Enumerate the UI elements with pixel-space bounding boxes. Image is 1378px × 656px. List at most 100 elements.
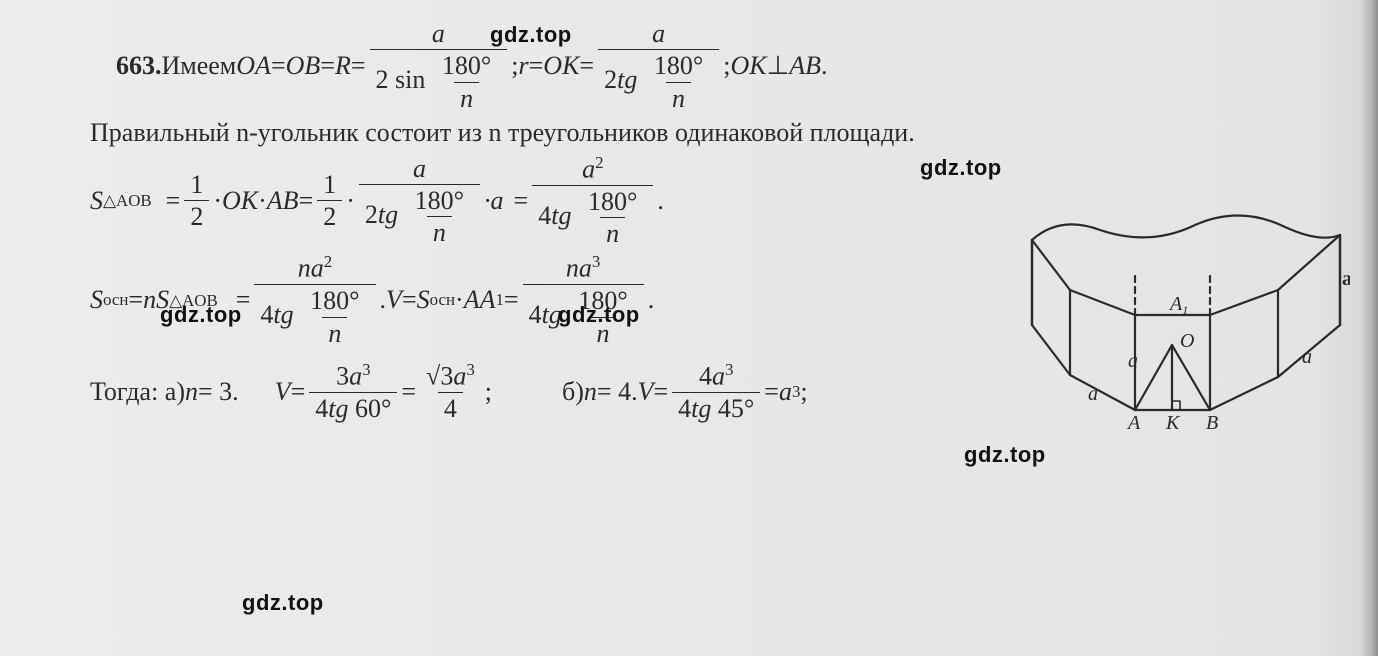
frac-num: 180° [304,287,365,316]
frac-den: 4tg 180° n [532,185,653,248]
tg: tg [617,65,644,94]
sub-osn: осн [103,290,128,310]
sup: 3 [792,382,800,402]
text: 4 [260,300,273,329]
fraction: 4a3 4tg 45° [672,361,760,422]
var-V: V [275,377,291,407]
frac-den: n [322,317,347,347]
text: 4 [529,300,542,329]
op-eq: = [653,377,668,407]
watermark: gdz.top [242,590,324,616]
inner-fraction: 180° n [582,188,643,248]
dot: · [346,186,355,216]
frac-den: n [454,82,479,112]
inner-fraction: 180° n [648,52,709,112]
label-a-far: a [1342,268,1350,290]
text: 2 sin [376,65,432,94]
frac-num: 4a3 [693,361,739,392]
period: . [821,51,828,81]
var-S: S [90,285,103,315]
op-eq: = [271,51,286,81]
frac-den: 2 sin 180° n [370,49,508,112]
var-a: a [579,254,592,283]
var-a: a [453,362,466,391]
text: 4 [538,201,551,230]
var-n: n [143,285,156,315]
text: Имеем [162,51,237,81]
angle: 45° [718,394,754,423]
var-n: n [566,254,579,283]
text-togda-a: Тогда: а) [90,377,185,407]
var-a: a [712,362,725,391]
frac-num: 180° [582,188,643,217]
tg: tg [551,201,578,230]
frac-num: 180° [436,52,497,81]
dot: · [455,285,464,315]
text: 4 [315,394,328,423]
sep: ; [723,51,730,81]
fraction: a 2tg 180° n [359,155,480,247]
perp-icon: ⊥ [767,51,790,81]
period: . [657,186,664,216]
coef: 4 [699,362,712,391]
op-eq: = [128,285,143,315]
frac-num: na2 [292,253,338,284]
inner-fraction: 180° n [304,287,365,347]
page-edge-shadow [1360,0,1378,656]
sep: ; [511,51,518,81]
prism-diagram: A K B O A1 a a a a [1020,185,1350,435]
fraction: √3a3 4 [420,361,481,422]
sup: 2 [595,153,603,172]
var-R: R [335,51,351,81]
sub-1: 1 [495,290,503,310]
problem-number: 663. [116,51,162,81]
var-V: V [386,285,402,315]
label-K: K [1165,412,1181,434]
op-eq: = [351,51,366,81]
frac-den: n [427,216,452,246]
period: . [648,285,655,315]
op-eq: = [402,285,417,315]
eq-4: = 4. [597,377,638,407]
watermark: gdz.top [160,302,242,328]
semi: ; [800,377,807,407]
var-S: S [417,285,430,315]
label-O: O [1180,330,1194,352]
var-OA: OA [236,51,271,81]
sub-triangle-aob: △AOB [103,190,152,211]
op-eq: = [514,186,529,216]
frac-den: 4tg 45° [672,392,760,422]
watermark: gdz.top [490,22,572,48]
var-a: a [349,362,362,391]
inner-fraction: 180° n [436,52,497,112]
var-AB: AB [789,51,821,81]
line-2: Правильный n-угольник состоит из n треуг… [90,118,1288,148]
var-OK: OK [543,51,579,81]
frac-den: 4 [438,392,463,422]
var-OB: OB [286,51,321,81]
page: 663. Имеем OA = OB = R = a 2 sin 180° n … [0,0,1378,656]
sup: 3 [466,360,474,379]
line-1: 663. Имеем OA = OB = R = a 2 sin 180° n … [90,20,1288,112]
var-n: n [584,377,597,407]
frac-den: 2 [184,200,209,230]
dot: · [213,186,222,216]
label-B: B [1206,412,1218,434]
label-a-right: a [1302,346,1312,368]
sup: 3 [725,360,733,379]
fraction: na3 4tg 180° n [523,253,644,347]
watermark: gdz.top [920,155,1002,181]
frac-den: 2tg 180° n [359,184,480,247]
var-r: r [519,51,529,81]
fraction: na2 4tg 180° n [254,253,375,347]
frac-num: 1 [317,171,342,200]
frac-den: n [666,82,691,112]
var-a: a [779,377,792,407]
var-a: a [311,254,324,283]
text: 2 [365,200,378,229]
inner-fraction: 180° n [409,187,470,247]
sup: 3 [362,360,370,379]
tg: tg [691,394,718,423]
fraction: a 2 sin 180° n [370,20,508,112]
label-a-mid: a [1128,350,1138,372]
